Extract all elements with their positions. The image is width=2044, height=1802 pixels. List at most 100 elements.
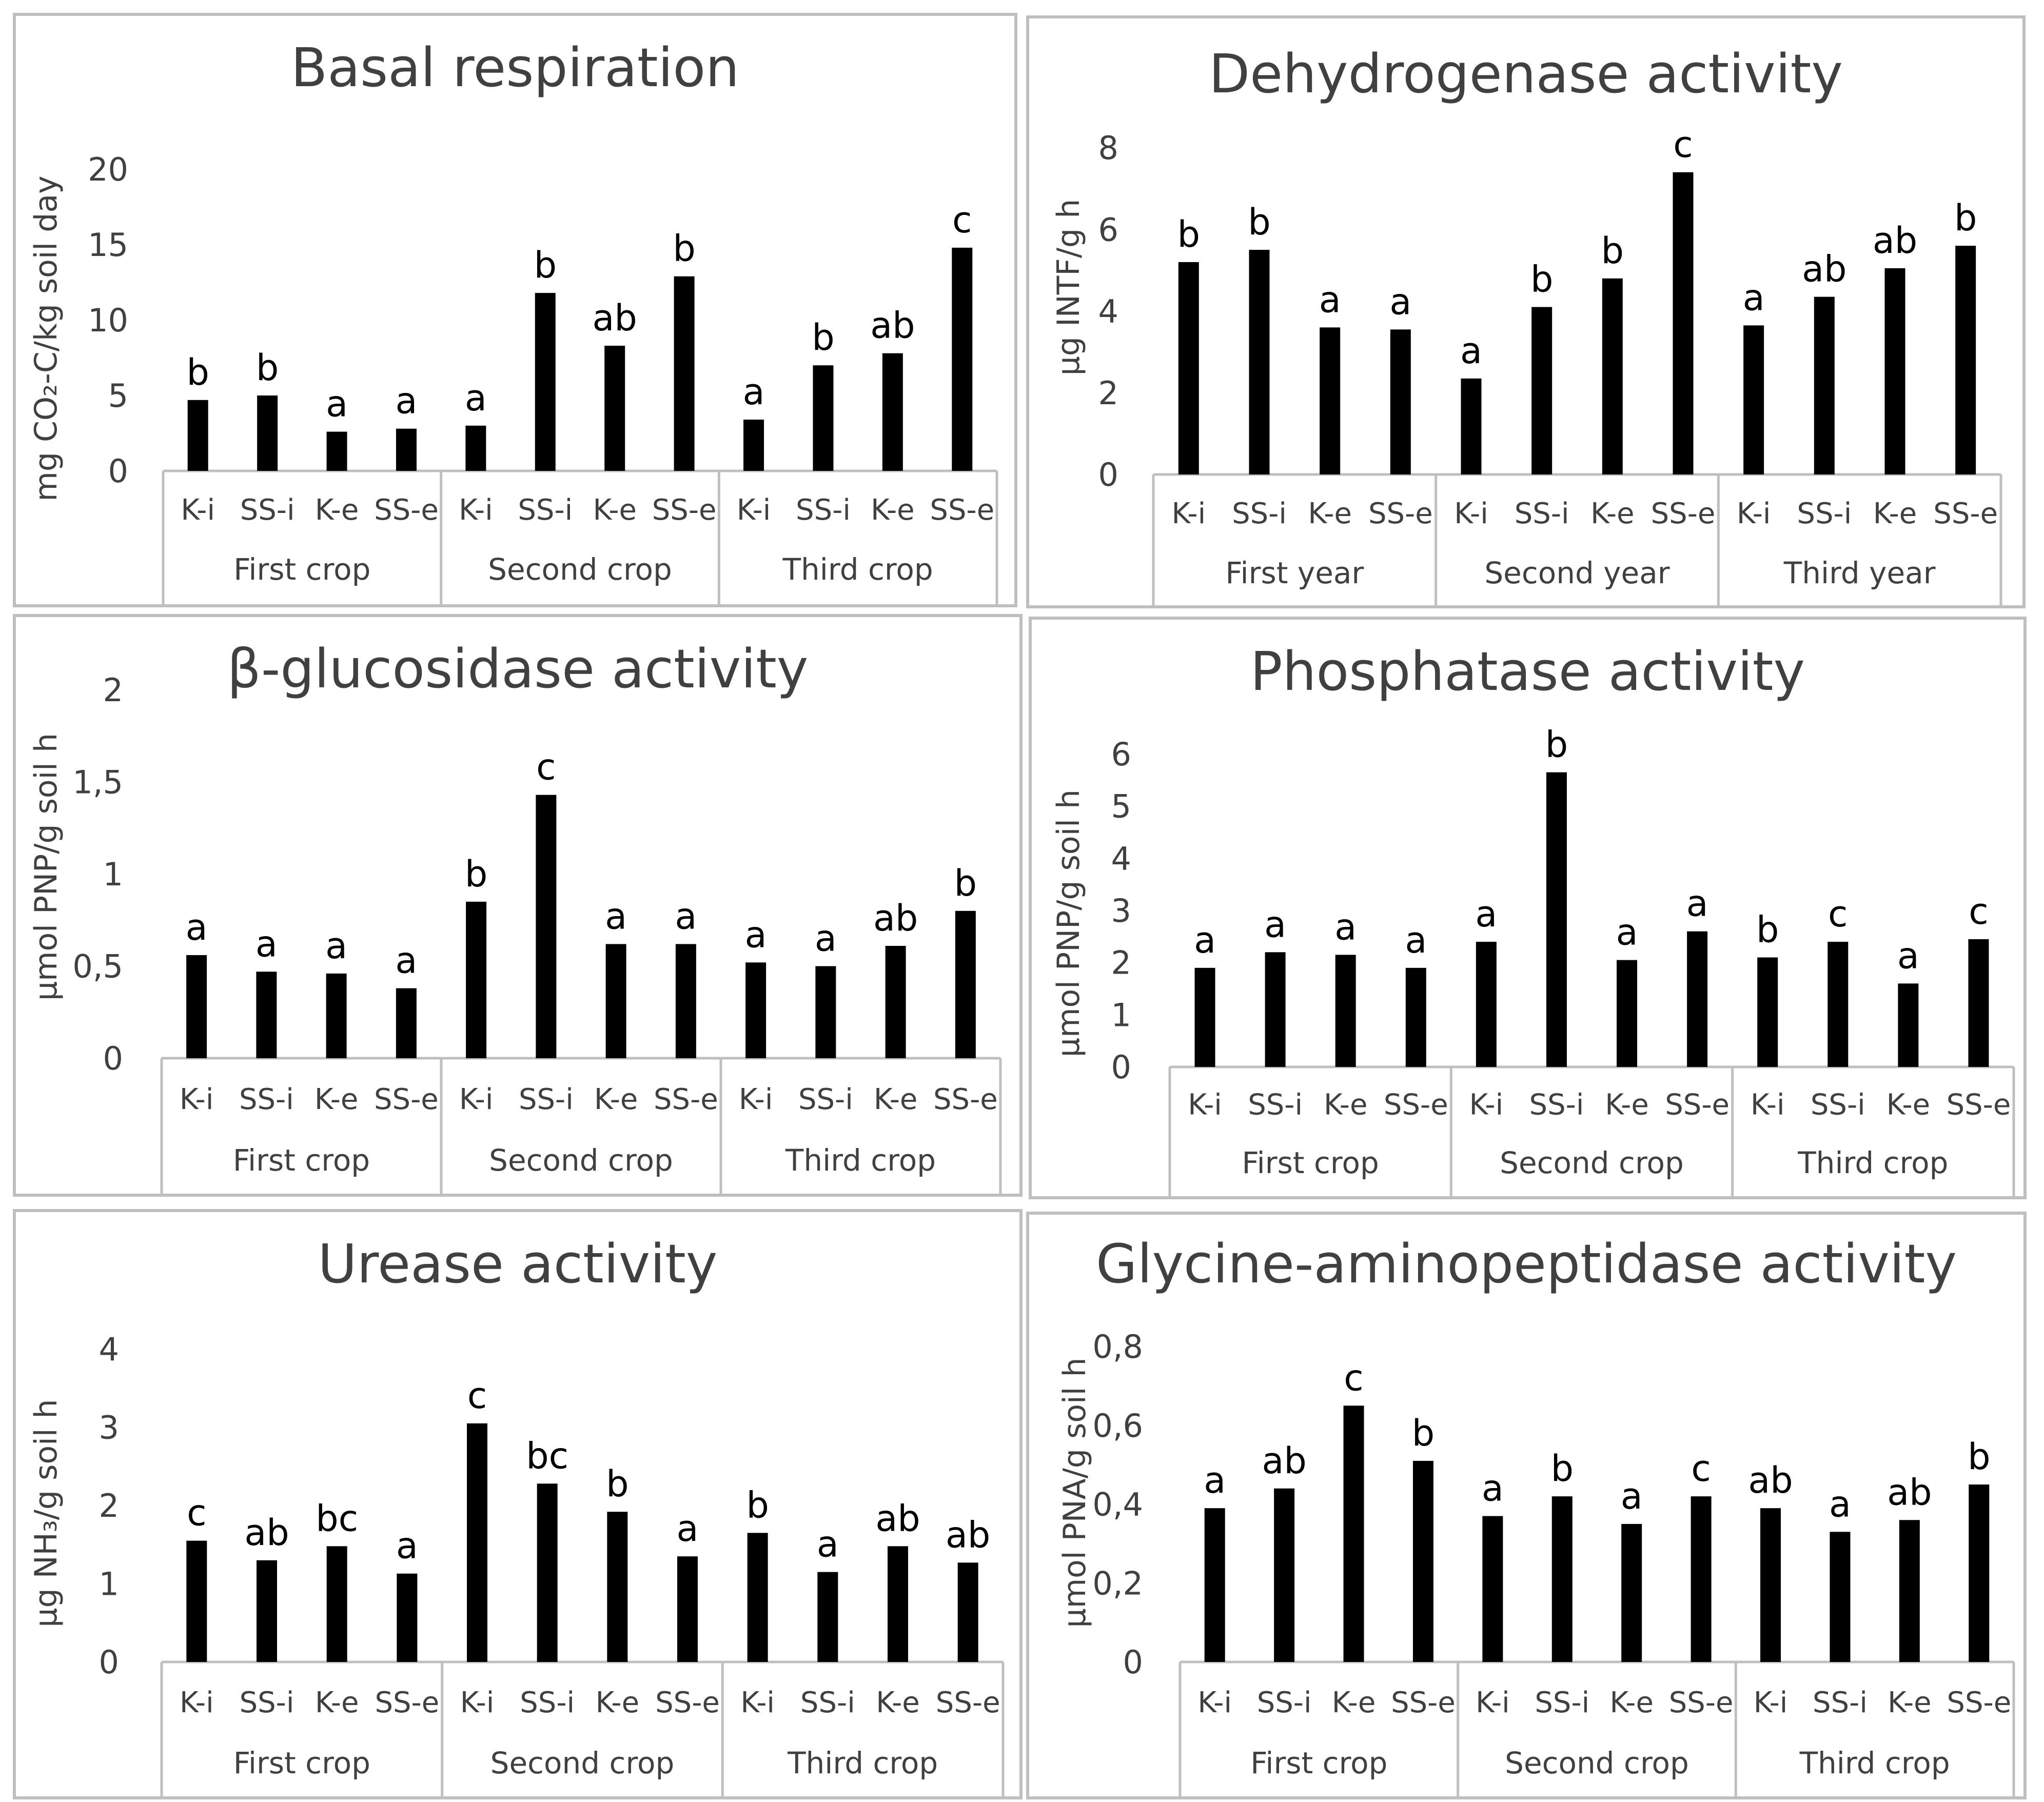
bar — [1898, 983, 1919, 1067]
y-tick-label: 0,4 — [1092, 1486, 1143, 1523]
bar — [467, 1423, 487, 1662]
category-tick-label: K-e — [593, 493, 637, 527]
significance-letter: c — [1673, 124, 1693, 166]
significance-letter: b — [1954, 197, 1977, 239]
category-tick-label: SS-i — [240, 1686, 294, 1719]
bar — [1691, 1496, 1712, 1662]
category-tick-label: SS-e — [1947, 1088, 2011, 1122]
category-tick-label: SS-i — [520, 1686, 575, 1719]
y-axis-label: μg INTF/g h — [1051, 199, 1087, 375]
bar — [466, 901, 487, 1058]
y-tick-label: 10 — [88, 302, 128, 339]
bar — [1265, 952, 1286, 1067]
category-tick-label: K-e — [1332, 1686, 1376, 1719]
significance-letter: a — [1621, 1475, 1643, 1517]
bar — [1743, 325, 1764, 474]
y-axis-label: μmol PNA/g soil h — [1057, 1358, 1093, 1628]
group-label: Third crop — [782, 552, 933, 587]
category-tick-label: K-i — [180, 1083, 214, 1116]
significance-letter: ab — [1748, 1459, 1793, 1501]
significance-letter: a — [675, 895, 697, 937]
bar — [817, 1572, 838, 1662]
category-tick-label: SS-i — [518, 493, 573, 527]
y-tick-label: 0,5 — [72, 948, 123, 985]
y-tick-label: 0,6 — [1092, 1407, 1143, 1444]
category-tick-label: SS-i — [1797, 497, 1852, 530]
y-tick-label: 5 — [1111, 788, 1131, 825]
bar — [747, 1533, 768, 1662]
group-label: Second crop — [489, 1143, 673, 1178]
significance-letter: b — [812, 316, 834, 359]
significance-letter: b — [1968, 1436, 1990, 1478]
bar — [1830, 1532, 1851, 1662]
bar — [326, 431, 347, 471]
category-tick-label: SS-e — [654, 1083, 718, 1116]
bar — [1757, 957, 1778, 1067]
group-label: First crop — [1250, 1746, 1387, 1780]
significance-letter: ab — [1873, 220, 1917, 262]
chart-title: Glycine-aminopeptidase activity — [1096, 1233, 1957, 1295]
bar — [607, 1512, 628, 1662]
significance-letter: a — [325, 925, 347, 967]
significance-letter: b — [1551, 1448, 1574, 1490]
category-tick-label: K-i — [1469, 1088, 1504, 1122]
category-tick-label: K-i — [1737, 497, 1771, 530]
group-label: Second crop — [490, 1746, 675, 1780]
category-tick-label: K-e — [1873, 497, 1917, 530]
category-tick-label: K-e — [315, 493, 359, 527]
category-tick-label: SS-e — [1651, 497, 1716, 530]
chart-panel-5: Urease activity μg NH₃/g soil h 0 1 2 3 4 First… — [13, 1209, 1023, 1799]
category-tick-label: SS-i — [240, 493, 295, 527]
category-tick-label: K-e — [594, 1083, 638, 1116]
category-tick-label: K-i — [739, 1083, 773, 1116]
group-label: Second crop — [1500, 1145, 1684, 1180]
category-tick-label: K-e — [315, 1686, 359, 1719]
category-tick-label: K-i — [1454, 497, 1488, 530]
bar — [1320, 327, 1341, 474]
y-tick-label: 6 — [1111, 736, 1131, 773]
bar — [1343, 1405, 1364, 1662]
significance-letter: b — [1177, 213, 1200, 255]
bar — [396, 428, 417, 471]
significance-letter: a — [745, 914, 767, 956]
bar — [535, 293, 556, 471]
category-tick-label: SS-e — [1384, 1088, 1448, 1122]
bar — [955, 910, 976, 1058]
category-tick-label: K-e — [1886, 1088, 1931, 1122]
y-tick-label: 4 — [1111, 840, 1131, 877]
chart-title: Dehydrogenase activity — [1209, 43, 1843, 105]
bar — [537, 1483, 558, 1662]
category-tick-label: K-i — [459, 1083, 494, 1116]
chart-panel-6: Glycine-aminopeptidase activity μmol PNA/… — [1026, 1212, 2027, 1799]
category-tick-label: K-i — [181, 493, 215, 527]
significance-letter: a — [743, 371, 765, 413]
significance-letter: b — [1248, 201, 1270, 243]
category-tick-label: K-e — [876, 1686, 920, 1719]
category-tick-label: K-i — [459, 493, 493, 527]
category-tick-label: K-i — [460, 1686, 495, 1719]
significance-letter: b — [186, 351, 209, 393]
bar — [257, 395, 278, 471]
chart-panel-2: Dehydrogenase activity μg INTF/g h 0 2 4 6 8 Fi… — [1026, 15, 2026, 608]
significance-letter: a — [815, 918, 837, 960]
category-tick-label: SS-i — [1515, 497, 1569, 530]
category-tick-label: K-e — [315, 1083, 359, 1116]
significance-letter: ab — [593, 297, 637, 339]
y-tick-label: 20 — [88, 151, 128, 188]
y-tick-label: 1 — [103, 856, 123, 893]
bar — [186, 1540, 207, 1662]
bar — [1476, 942, 1497, 1067]
significance-letter: ab — [244, 1512, 289, 1554]
bar — [1551, 1496, 1573, 1662]
significance-letter: a — [677, 1508, 699, 1550]
y-tick-label: 6 — [1098, 211, 1118, 248]
significance-letter: a — [1319, 279, 1341, 321]
chart-title: Urease activity — [318, 1233, 718, 1295]
chart-title: Phosphatase activity — [1250, 640, 1805, 703]
bar — [256, 972, 277, 1058]
significance-letter: a — [1405, 919, 1427, 961]
category-tick-label: K-i — [1754, 1686, 1788, 1719]
bar — [1969, 1484, 1990, 1662]
category-tick-label: K-e — [1324, 1088, 1368, 1122]
bar — [1899, 1520, 1920, 1662]
